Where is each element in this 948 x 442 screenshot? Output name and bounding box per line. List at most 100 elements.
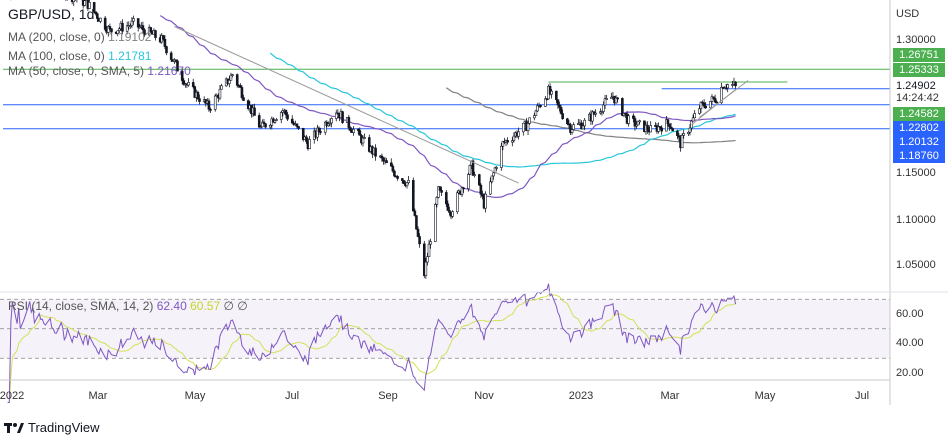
- candle: [426, 256, 429, 263]
- candle: [657, 126, 660, 132]
- candle: [734, 81, 737, 87]
- candle: [677, 135, 681, 138]
- candle: [682, 133, 685, 136]
- ma100-legend[interactable]: MA (100, close, 0) 1.21781: [8, 49, 151, 63]
- candle: [347, 117, 351, 128]
- candle: [665, 119, 668, 132]
- rsi-extra-1: ∅: [223, 299, 234, 313]
- candle: [418, 236, 421, 245]
- candle: [600, 111, 604, 113]
- candle: [544, 98, 547, 107]
- ma50-label: MA (50, close, 0, SMA, 5): [8, 64, 145, 78]
- candle: [633, 118, 637, 127]
- candle: [213, 95, 217, 110]
- candle: [713, 98, 717, 103]
- candle: [479, 184, 483, 195]
- candle: [605, 98, 608, 100]
- rsi-tick: 20.00: [896, 367, 924, 379]
- time-label: 2023: [568, 390, 594, 402]
- candle: [163, 38, 167, 47]
- candle: [602, 104, 605, 112]
- candle: [473, 174, 476, 176]
- candle: [141, 25, 145, 31]
- candle: [710, 96, 714, 102]
- candle: [558, 104, 561, 108]
- candle: [319, 131, 322, 133]
- candle: [726, 84, 729, 89]
- bar-countdown: 14:24:42: [896, 92, 939, 104]
- rsi-legend[interactable]: RSI (14, close, SMA, 14, 2) 62.40 60.57 …: [8, 299, 248, 313]
- candle: [451, 211, 454, 217]
- level-badge: 1.25333: [893, 63, 945, 77]
- candle: [603, 98, 607, 106]
- candle: [591, 111, 594, 122]
- candle: [704, 105, 707, 109]
- tradingview-logo[interactable]: TradingView: [4, 420, 100, 435]
- candle: [358, 130, 362, 136]
- candle: [297, 126, 300, 129]
- candle: [121, 22, 124, 32]
- candle: [118, 28, 121, 32]
- candle: [130, 20, 134, 26]
- candle: [402, 180, 406, 184]
- candle: [528, 117, 531, 124]
- candle: [548, 86, 552, 95]
- candle: [594, 112, 597, 115]
- candle: [94, 11, 98, 15]
- candle: [317, 127, 321, 132]
- candle: [380, 155, 384, 159]
- candle: [709, 101, 712, 109]
- price-tick: 1.05000: [896, 259, 936, 271]
- candle: [495, 167, 498, 169]
- ma50-legend[interactable]: MA (50, close, 0, SMA, 5) 1.21670: [8, 64, 191, 78]
- candle: [382, 157, 385, 162]
- candle: [220, 85, 223, 90]
- candle: [341, 111, 344, 123]
- candle: [361, 137, 365, 144]
- candle: [240, 87, 244, 98]
- candle: [567, 123, 571, 126]
- time-label: Sep: [378, 390, 398, 402]
- candle: [96, 13, 99, 19]
- candle: [88, 2, 91, 9]
- candle: [556, 99, 560, 106]
- candle: [638, 120, 641, 123]
- candle: [492, 172, 495, 177]
- candle: [391, 165, 395, 172]
- price-tick: 1.15000: [896, 167, 936, 179]
- horizontal-levels: [3, 68, 890, 130]
- candle: [330, 118, 333, 124]
- candle: [308, 139, 311, 150]
- candle: [301, 127, 305, 140]
- candle: [427, 243, 431, 258]
- candle: [374, 147, 377, 157]
- time-label: Mar: [88, 390, 108, 402]
- candle: [627, 115, 630, 124]
- candle: [229, 74, 233, 81]
- candle: [286, 114, 289, 120]
- candle: [550, 90, 553, 95]
- candle: [462, 187, 465, 190]
- candle: [539, 105, 542, 107]
- rsi-tick: 40.00: [896, 337, 924, 349]
- tradingview-logo-icon: [4, 422, 24, 433]
- time-label: Jul: [854, 390, 870, 402]
- candle: [231, 74, 234, 76]
- candle: [385, 160, 388, 164]
- candle: [207, 100, 211, 110]
- candle: [715, 101, 718, 104]
- candle: [235, 74, 239, 86]
- candle: [500, 145, 503, 168]
- ma50-value: 1.21670: [147, 64, 191, 78]
- ma200-legend[interactable]: MA (200, close, 0) 1.19102: [8, 30, 151, 44]
- candle: [176, 60, 179, 72]
- price-tick: 1.30000: [896, 34, 936, 46]
- candle: [316, 127, 319, 138]
- time-label: Mar: [660, 390, 680, 402]
- candle: [180, 70, 184, 81]
- candle: [467, 174, 470, 189]
- candle: [437, 186, 440, 198]
- candle: [559, 107, 563, 114]
- candle: [424, 261, 428, 276]
